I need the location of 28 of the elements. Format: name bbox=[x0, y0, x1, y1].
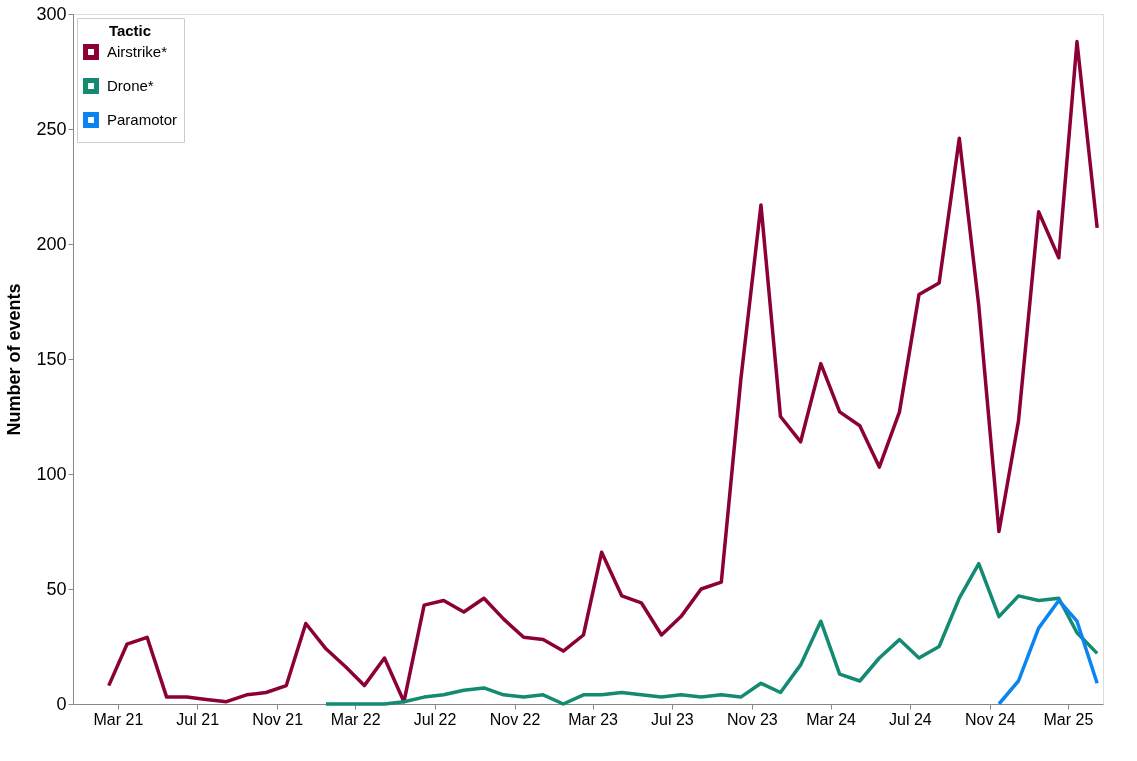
legend-label: Paramotor bbox=[107, 111, 178, 128]
y-tick-label: 50 bbox=[46, 578, 67, 599]
y-tick-label: 200 bbox=[36, 233, 67, 254]
x-tick-label: Mar 24 bbox=[806, 710, 857, 728]
legend-label: Airstrike* bbox=[107, 43, 168, 60]
legend-title: Tactic bbox=[108, 22, 152, 39]
x-tick-label: Jul 21 bbox=[176, 710, 220, 728]
x-tick-label: Jul 22 bbox=[413, 710, 457, 728]
line-series bbox=[997, 598, 1099, 706]
x-tick-label: Mar 21 bbox=[93, 710, 144, 728]
y-axis-title: Number of events bbox=[4, 283, 25, 436]
y-tick-label: 0 bbox=[56, 693, 67, 714]
x-tick-label: Nov 23 bbox=[727, 710, 778, 728]
x-tick-label: Jul 23 bbox=[651, 710, 694, 728]
y-tick-label: 250 bbox=[36, 118, 67, 139]
x-tick-label: Jul 24 bbox=[889, 710, 932, 728]
x-tick-label: Mar 22 bbox=[330, 710, 381, 728]
y-tick-label: 150 bbox=[36, 348, 67, 369]
x-tick-label: Nov 21 bbox=[252, 710, 304, 728]
legend-label: Drone* bbox=[107, 77, 154, 94]
y-tick-label: 100 bbox=[36, 463, 67, 484]
x-tick-label: Mar 23 bbox=[568, 710, 619, 728]
x-tick-label: Mar 25 bbox=[1043, 710, 1094, 728]
line-series bbox=[107, 39, 1099, 704]
line-series bbox=[324, 561, 1099, 706]
x-tick-label: Nov 22 bbox=[489, 710, 541, 728]
y-tick-label: 300 bbox=[36, 3, 67, 24]
x-tick-label: Nov 24 bbox=[965, 710, 1016, 728]
